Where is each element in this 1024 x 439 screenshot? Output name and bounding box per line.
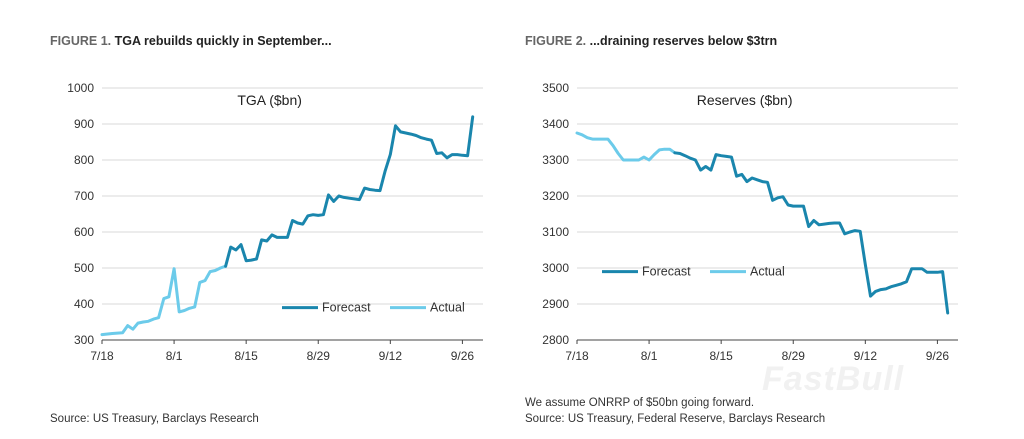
x-tick-label: 8/15 <box>709 349 733 363</box>
tga-chart: 300 400 500 600 700 800 900 1000 7/18 8/1 8/15 8/29… <box>67 81 483 363</box>
x-tick-label: 8/1 <box>166 349 183 363</box>
y-tick-label: 3100 <box>542 225 569 239</box>
figure-2-title: FIGURE 2. ...draining reserves below $3t… <box>525 34 777 48</box>
y-tick-label: 2800 <box>542 333 569 347</box>
x-tick-label: 8/29 <box>782 349 806 363</box>
y-tick-label: 3400 <box>542 117 569 131</box>
y-tick-label: 800 <box>74 153 94 167</box>
y-tick-label: 400 <box>74 297 94 311</box>
series-line-actual <box>100 264 228 337</box>
legend-label-forecast: Forecast <box>642 265 691 279</box>
figure-2-note: We assume ONRRP of $50bn going forward. <box>525 397 755 409</box>
figure-2-source: Source: US Treasury, Federal Reserve, Ba… <box>525 413 826 425</box>
figure-1-title-text: TGA rebuilds quickly in September... <box>114 34 332 48</box>
y-tick-label: 1000 <box>67 81 94 95</box>
x-tick-label: 8/29 <box>307 349 331 363</box>
chart-title: TGA ($bn) <box>237 92 302 108</box>
fastbull-watermark: FastBull <box>762 360 905 398</box>
y-tick-label: 3200 <box>542 189 569 203</box>
figure-1-label: FIGURE 1. <box>50 34 112 48</box>
x-tick-label: 9/12 <box>854 349 878 363</box>
legend-label-forecast: Forecast <box>322 301 371 315</box>
figure-1-source: Source: US Treasury, Barclays Research <box>50 413 259 425</box>
y-tick-label: 700 <box>74 189 94 203</box>
x-tick-label: 9/26 <box>451 349 475 363</box>
series-line-forecast <box>224 115 475 268</box>
y-tick-label: 3500 <box>542 81 569 95</box>
chart-title: Reserves ($bn) <box>697 92 793 108</box>
y-tick-label: 3300 <box>542 153 569 167</box>
series-line-actual <box>575 131 677 162</box>
figure-2-label: FIGURE 2. <box>525 34 587 48</box>
x-tick-label: 9/12 <box>379 349 403 363</box>
x-tick-label: 8/1 <box>641 349 658 363</box>
x-tick-label: 7/18 <box>565 349 589 363</box>
y-tick-label: 2900 <box>542 297 569 311</box>
legend-label-actual: Actual <box>430 301 465 315</box>
y-tick-label: 600 <box>74 225 94 239</box>
y-tick-label: 300 <box>74 333 94 347</box>
x-tick-label: 7/18 <box>90 349 114 363</box>
x-tick-label: 8/15 <box>234 349 258 363</box>
y-tick-label: 3000 <box>542 261 569 275</box>
reserves-chart: 2800 2900 3000 3100 3200 3300 3400 3500 7/18 8/1 8… <box>542 81 958 363</box>
x-tick-label: 9/26 <box>926 349 950 363</box>
y-tick-label: 900 <box>74 117 94 131</box>
legend-label-actual: Actual <box>750 265 785 279</box>
figure-1-title: FIGURE 1. TGA rebuilds quickly in Septem… <box>50 34 332 48</box>
y-tick-label: 500 <box>74 261 94 275</box>
figure-2-title-text: ...draining reserves below $3trn <box>589 34 778 48</box>
series-line-forecast <box>673 151 950 315</box>
